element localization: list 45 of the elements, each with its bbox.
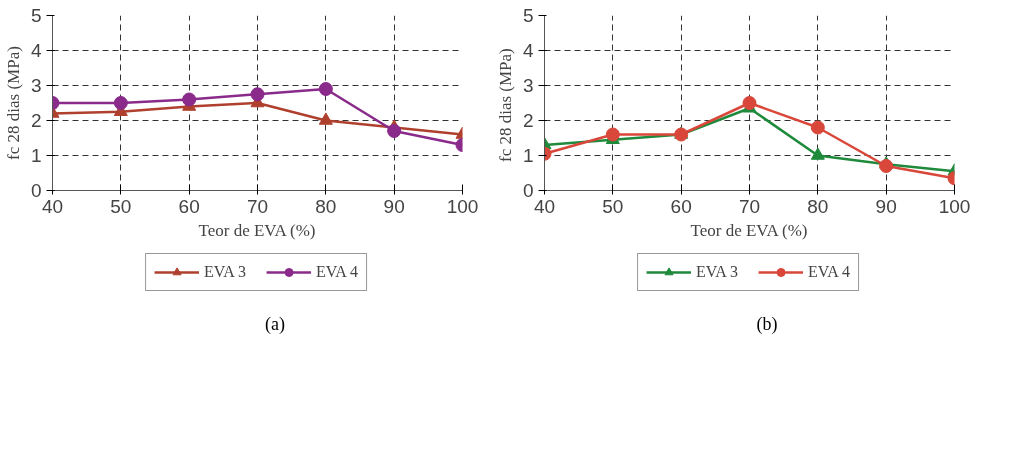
x-tick-label: 90	[875, 195, 897, 217]
y-tick-label: 4	[522, 40, 534, 61]
x-tick-label: 90	[383, 195, 405, 217]
legend-label: EVA 4	[808, 263, 850, 281]
y-tick-label: 0	[522, 180, 534, 201]
point	[810, 147, 825, 160]
point	[182, 92, 197, 107]
y-tick-label: 3	[522, 75, 534, 96]
y-tick-label: 1	[522, 145, 534, 166]
point	[742, 96, 757, 110]
x-tick-label: 50	[110, 195, 132, 217]
x-tick-label: 80	[315, 195, 337, 217]
text: (b)	[756, 313, 778, 336]
point	[318, 82, 333, 96]
point	[387, 124, 402, 138]
y-axis-title: fc 28 dias (MPa)	[3, 46, 23, 160]
point	[113, 96, 128, 110]
x-tick-label: 60	[670, 195, 692, 217]
x-tick-label: 40	[533, 195, 556, 217]
x-tick-label: 50	[602, 195, 624, 217]
x-tick-label: 40	[41, 195, 64, 217]
legend-label: EVA 3	[696, 263, 738, 281]
x-tick-label: 70	[738, 195, 761, 217]
point	[318, 112, 333, 125]
x-axis-title: Teor de EVA (%)	[690, 220, 808, 240]
y-axis-title: fc 28 dias (MPa)	[495, 48, 515, 163]
x-tick-label: 70	[246, 195, 269, 217]
y-tick-label: 5	[522, 5, 534, 26]
y-tick-label: 4	[30, 40, 42, 61]
legend-label: EVA 3	[204, 263, 246, 281]
y-tick-label: 3	[30, 75, 42, 96]
y-tick-label: 2	[522, 110, 534, 131]
text: (a)	[265, 313, 285, 336]
x-tick-label: 100	[938, 195, 971, 217]
x-tick-label: 60	[178, 195, 200, 217]
legend-label: EVA 4	[316, 263, 358, 281]
x-tick-label: 100	[446, 195, 479, 217]
x-axis-title: Teor de EVA (%)	[198, 220, 316, 240]
y-tick-label: 5	[30, 5, 42, 26]
point	[810, 120, 825, 135]
point	[250, 87, 265, 102]
y-tick-label: 0	[30, 180, 42, 201]
x-tick-label: 80	[807, 195, 829, 217]
y-tick-label: 2	[30, 110, 42, 131]
y-tick-label: 1	[30, 145, 42, 166]
